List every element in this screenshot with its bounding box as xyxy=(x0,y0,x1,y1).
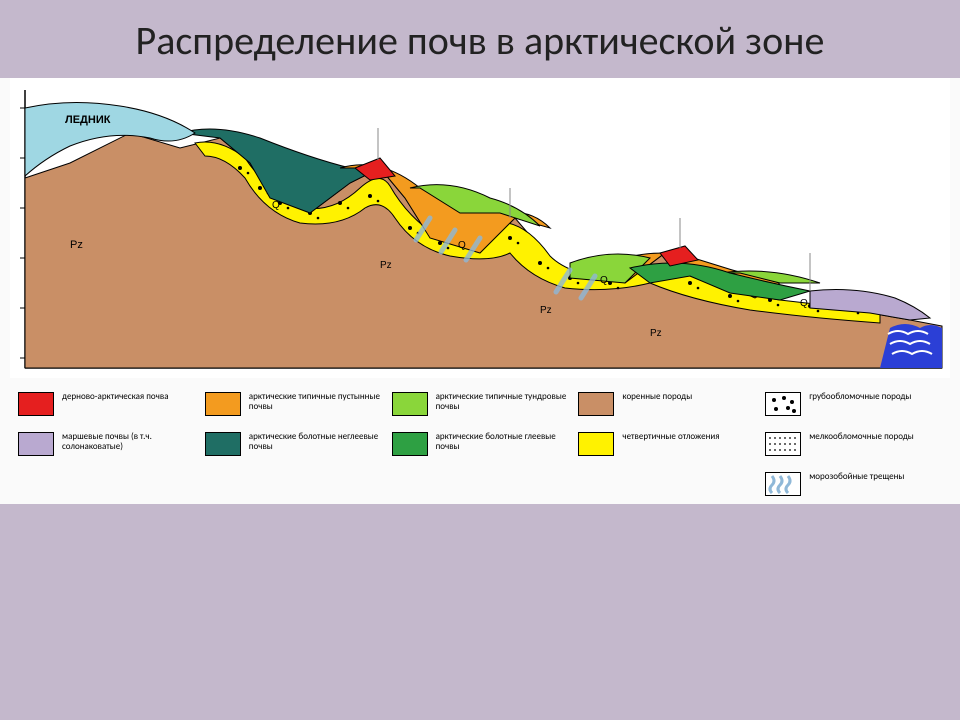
legend: дерново-арктическая почва арктические тип… xyxy=(0,378,960,504)
cross-section-svg: ЛЕДНИК Pz Pz Pz Pz Q Q Q Q xyxy=(10,78,950,378)
legend-label: арктические болотные неглеевые почвы xyxy=(249,432,382,453)
legend-item: морозобойные трещены xyxy=(765,472,942,496)
svg-text:Pz: Pz xyxy=(540,305,552,316)
legend-label: маршевые почвы (в т.ч. солонаковатые) xyxy=(62,432,195,453)
legend-label: арктические болотные глеевые почвы xyxy=(436,432,569,453)
legend-label: мелкообломочные породы xyxy=(809,432,942,442)
legend-label: арктические типичные тундровые почвы xyxy=(436,392,569,413)
legend-item: грубообломочные породы xyxy=(765,392,942,416)
legend-item: арктические болотные глеевые почвы xyxy=(392,432,569,456)
legend-label: грубообломочные породы xyxy=(809,392,942,402)
legend-item: маршевые почвы (в т.ч. солонаковатые) xyxy=(18,432,195,456)
svg-text:Pz: Pz xyxy=(650,328,662,339)
legend-item: четвертичные отложения xyxy=(578,432,755,456)
svg-text:Pz: Pz xyxy=(380,260,392,271)
legend-item: арктические типичные тундровые почвы xyxy=(392,392,569,416)
legend-label: арктические типичные пустынные почвы xyxy=(249,392,382,413)
figure-area: ЛЕДНИК Pz Pz Pz Pz Q Q Q Q дерново-арктическая п… xyxy=(0,78,960,504)
svg-text:Pz: Pz xyxy=(70,239,83,251)
legend-item: арктические типичные пустынные почвы xyxy=(205,392,382,416)
legend-item: дерново-арктическая почва xyxy=(18,392,195,416)
legend-label: четвертичные отложения xyxy=(622,432,755,442)
title-band: Распределение почв в арктической зоне xyxy=(0,0,960,78)
legend-label: дерново-арктическая почва xyxy=(62,392,195,402)
svg-text:ЛЕДНИК: ЛЕДНИК xyxy=(65,114,111,126)
svg-text:Q: Q xyxy=(458,240,466,251)
legend-item: арктические болотные неглеевые почвы xyxy=(205,432,382,456)
svg-text:Q: Q xyxy=(272,200,280,211)
legend-item: мелкообломочные породы xyxy=(765,432,942,456)
legend-item: коренные породы xyxy=(578,392,755,416)
page-title: Распределение почв в арктической зоне xyxy=(0,18,960,64)
svg-text:Q: Q xyxy=(800,298,808,309)
legend-label: коренные породы xyxy=(622,392,755,402)
svg-text:Q: Q xyxy=(600,275,608,286)
legend-label: морозобойные трещены xyxy=(809,472,942,482)
